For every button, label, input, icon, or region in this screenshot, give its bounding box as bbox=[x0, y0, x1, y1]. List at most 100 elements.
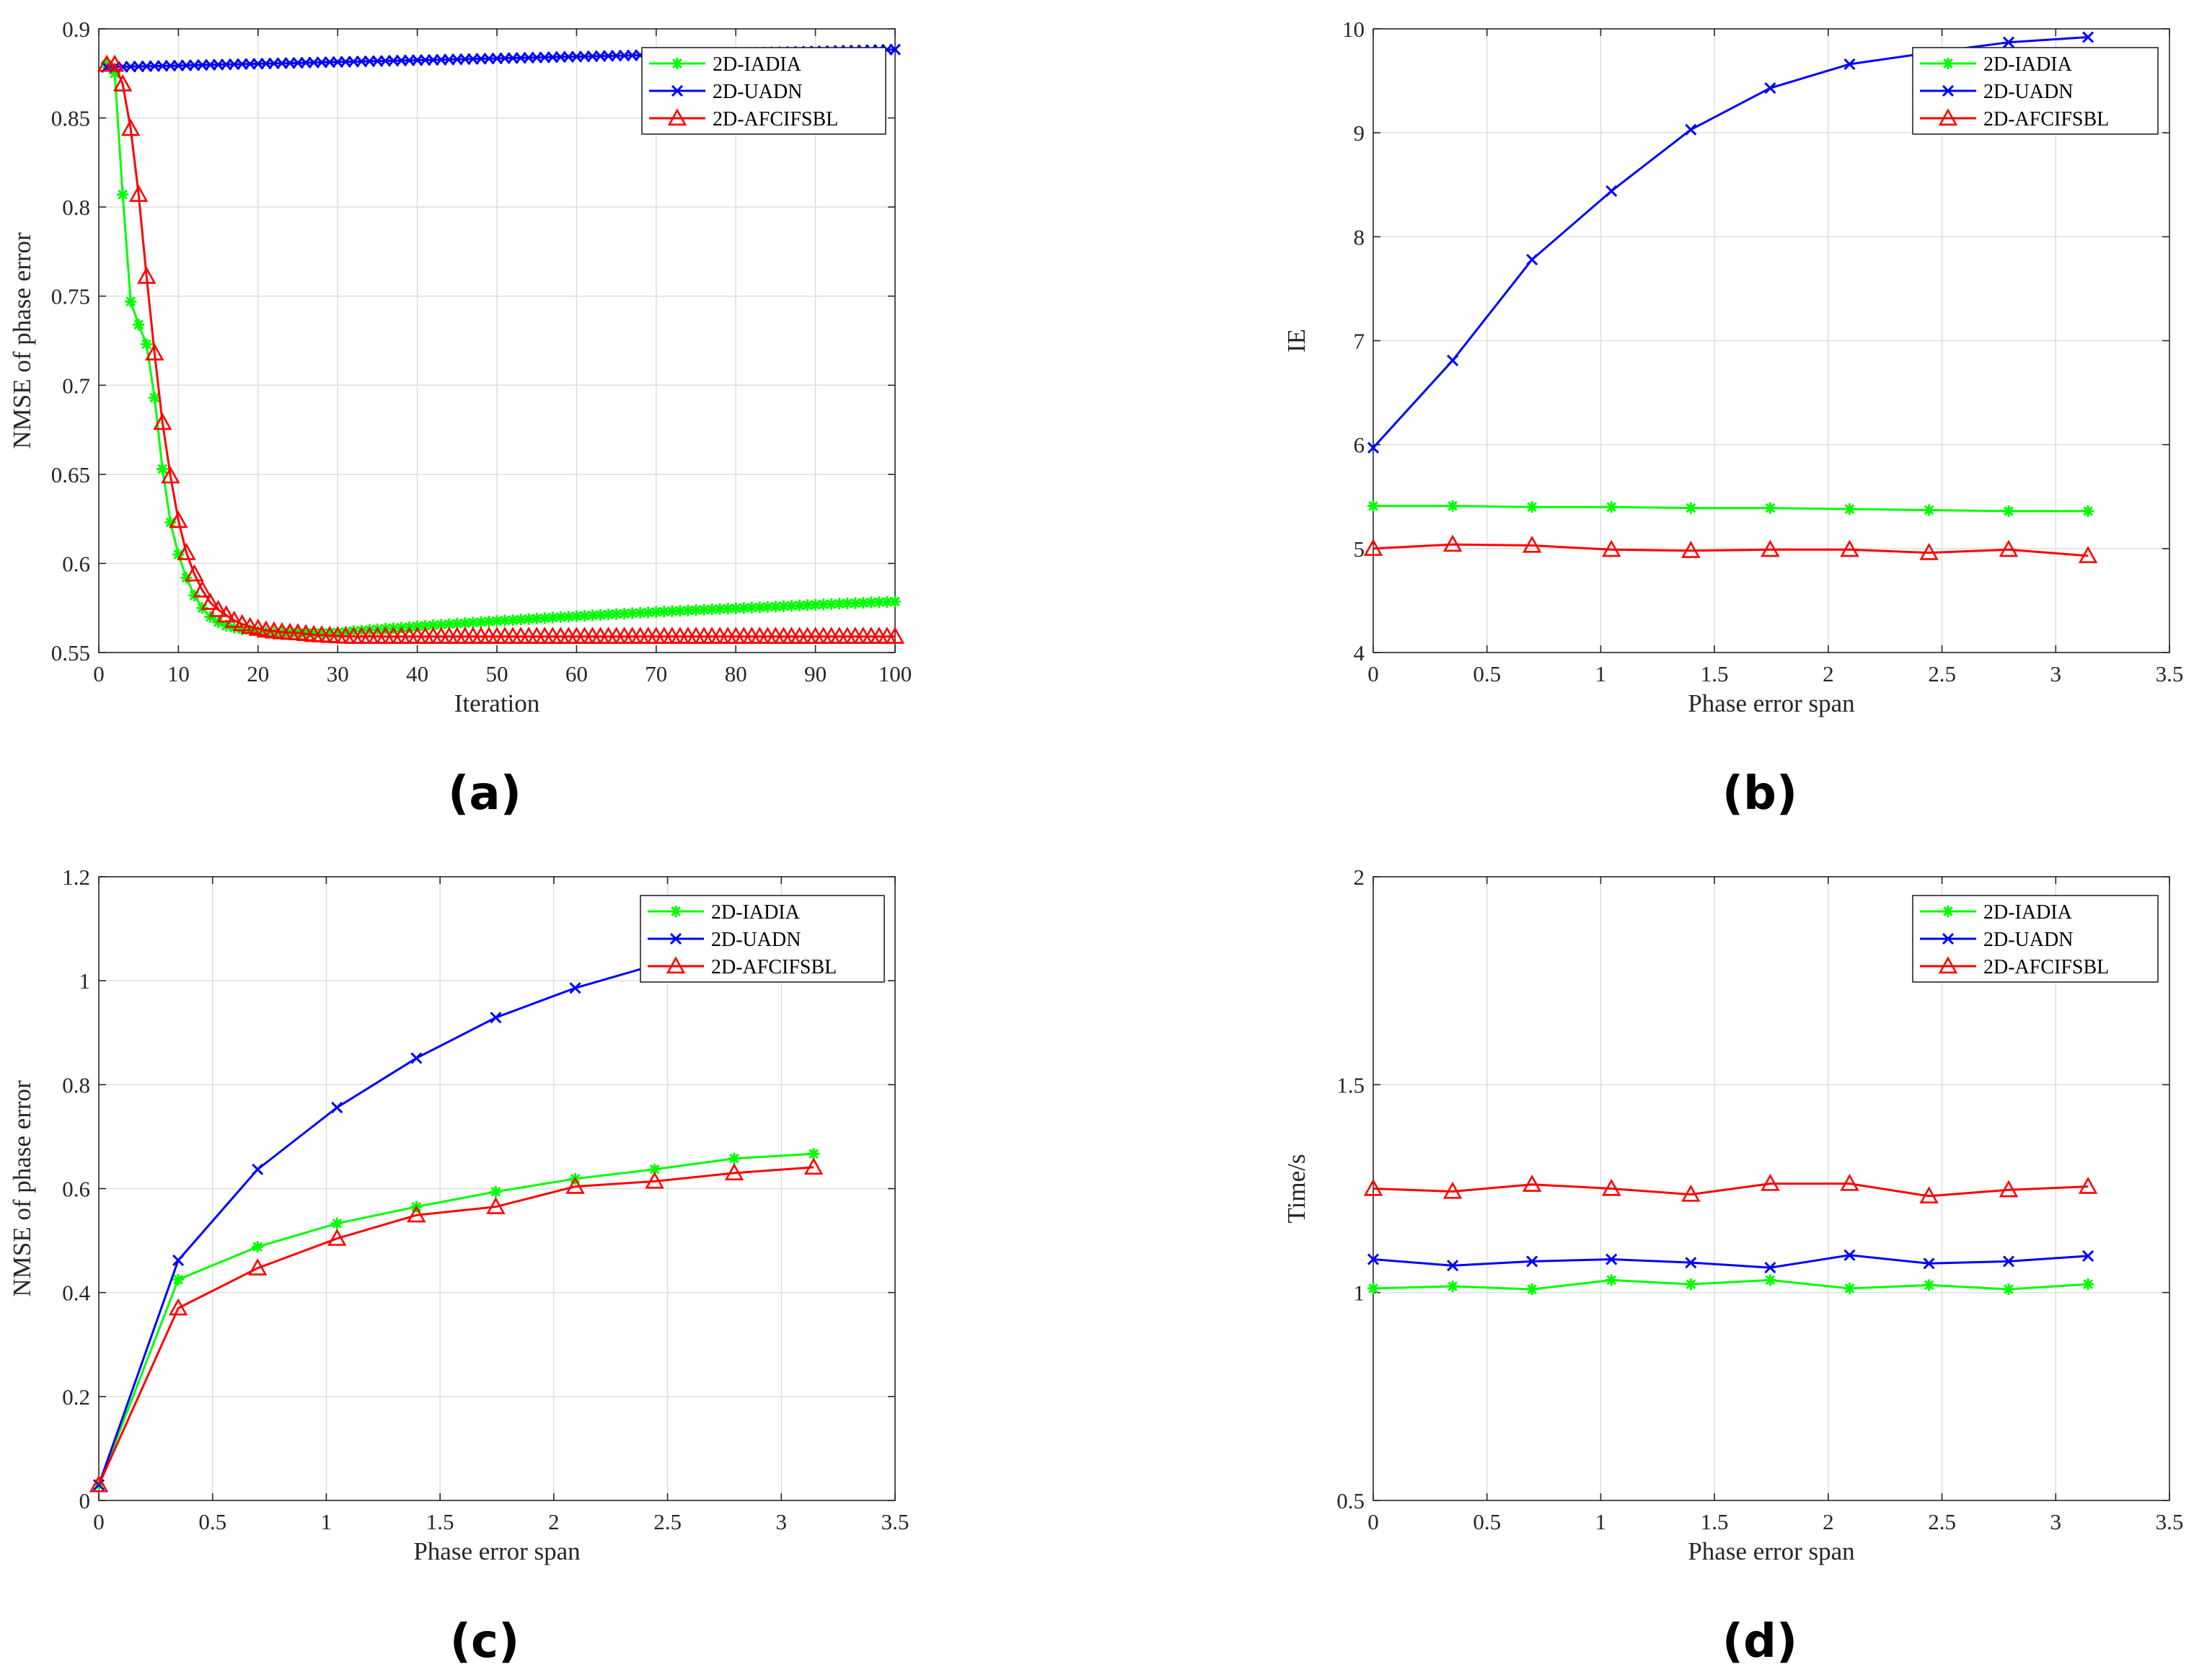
x-tick-label: 10 bbox=[167, 661, 190, 686]
y-tick-label: 1 bbox=[79, 968, 91, 994]
data-point bbox=[113, 74, 133, 92]
legend-marker bbox=[671, 58, 683, 69]
series-line bbox=[97, 1152, 814, 1485]
legend-marker bbox=[670, 906, 682, 917]
y-tick-label: 1 bbox=[1354, 1281, 1365, 1306]
x-tick-label: 0 bbox=[93, 1509, 105, 1534]
legend-item: 2D-UADN bbox=[1920, 929, 2073, 951]
y-tick-label: 0.65 bbox=[51, 462, 90, 487]
data-point bbox=[1363, 539, 1383, 556]
data-point bbox=[1840, 539, 1859, 557]
data-point bbox=[153, 412, 172, 430]
y-tick-label: 0.8 bbox=[62, 1072, 90, 1097]
data-point bbox=[1605, 1253, 1618, 1265]
data-point bbox=[865, 596, 877, 609]
x-tick-label: 3 bbox=[2050, 661, 2062, 686]
legend: 2D-IADIA 2D-UADN 2D-AFCIFSBL bbox=[641, 47, 886, 135]
x-tick-label: 60 bbox=[565, 661, 588, 686]
data-point bbox=[1605, 1274, 1618, 1286]
data-point bbox=[1367, 441, 1380, 454]
series-line bbox=[1373, 1254, 2089, 1269]
legend-item: 2D-AFCIFSBL bbox=[1920, 956, 2109, 978]
data-point bbox=[645, 1171, 664, 1189]
data-point bbox=[172, 1273, 185, 1286]
data-point bbox=[1526, 501, 1538, 513]
y-tick-label: 9 bbox=[1354, 120, 1365, 146]
data-point bbox=[1685, 123, 1697, 136]
data-point bbox=[2002, 1255, 2015, 1268]
x-tick-label: 2.5 bbox=[1928, 661, 1956, 686]
data-point bbox=[327, 1229, 347, 1246]
data-point bbox=[2082, 1278, 2094, 1291]
legend-marker bbox=[1942, 84, 1955, 97]
data-point bbox=[1681, 1184, 1701, 1202]
x-tick-label: 2 bbox=[548, 1509, 560, 1534]
legend-label: 2D-AFCIFSBL bbox=[1983, 956, 2109, 978]
legend-marker bbox=[1942, 58, 1954, 69]
data-point bbox=[172, 1254, 185, 1267]
legend-item: 2D-AFCIFSBL bbox=[649, 108, 838, 131]
data-point bbox=[89, 1475, 109, 1493]
data-point bbox=[531, 612, 543, 624]
y-tick-label: 8 bbox=[1354, 224, 1365, 249]
panel-label-b: (b) bbox=[1722, 767, 1797, 821]
data-point bbox=[2082, 505, 2094, 517]
data-point bbox=[1447, 500, 1459, 512]
legend-item: 2D-UADN bbox=[648, 929, 801, 951]
x-axis-label: Phase error span bbox=[1688, 689, 1854, 717]
data-point bbox=[410, 1052, 423, 1064]
x-tick-label: 1.5 bbox=[1701, 661, 1729, 686]
data-point bbox=[149, 392, 161, 404]
data-point bbox=[2002, 505, 2014, 517]
data-point bbox=[1605, 185, 1618, 197]
data-point bbox=[117, 188, 129, 200]
data-point bbox=[1843, 1249, 1856, 1261]
data-point bbox=[1923, 1257, 1935, 1270]
series-2d-afcifsbl bbox=[97, 54, 905, 644]
data-point bbox=[1764, 1274, 1776, 1286]
data-point bbox=[232, 614, 252, 632]
y-axis-label: NMSE of phase error bbox=[8, 1080, 36, 1297]
x-tick-label: 1 bbox=[1595, 661, 1607, 686]
data-point bbox=[486, 1197, 506, 1214]
x-tick-label: 80 bbox=[725, 661, 747, 686]
y-axis-label: IE bbox=[1282, 329, 1310, 353]
data-point bbox=[193, 580, 212, 598]
legend-label: 2D-AFCIFSBL bbox=[1983, 108, 2109, 131]
data-point bbox=[1685, 502, 1697, 514]
y-tick-label: 6 bbox=[1354, 433, 1365, 458]
legend-label: 2D-UADN bbox=[713, 81, 802, 103]
data-point bbox=[169, 510, 188, 529]
data-point bbox=[1923, 1279, 1935, 1291]
series-2d-afcifsbl bbox=[1363, 1173, 2098, 1203]
data-point bbox=[1761, 539, 1780, 557]
data-point bbox=[1526, 1283, 1538, 1296]
legend-marker bbox=[671, 84, 684, 97]
legend-item: 2D-IADIA bbox=[648, 901, 801, 924]
data-point bbox=[808, 1148, 820, 1160]
legend-label: 2D-UADN bbox=[1983, 929, 2073, 951]
data-point bbox=[889, 43, 902, 56]
x-axis-label: Phase error span bbox=[1688, 1537, 1854, 1565]
data-point bbox=[1602, 1178, 1621, 1196]
chart-a: 0 10 20 30 40 50 60 70 80 90 100 0.55 0.6 0.65 0.7 0.75… bbox=[8, 17, 912, 717]
data-point bbox=[491, 615, 503, 627]
data-point bbox=[889, 596, 901, 608]
data-point bbox=[1526, 253, 1538, 266]
data-point bbox=[2002, 36, 2015, 48]
series-2d-iadia bbox=[1367, 500, 2094, 517]
data-point bbox=[523, 613, 535, 625]
data-point bbox=[698, 604, 710, 616]
legend-label: 2D-IADIA bbox=[711, 901, 801, 924]
x-tick-label: 1.5 bbox=[1701, 1509, 1729, 1534]
data-point bbox=[1522, 1175, 1542, 1192]
legend-item: 2D-AFCIFSBL bbox=[1920, 108, 2109, 131]
y-tick-label: 0.5 bbox=[1336, 1488, 1365, 1513]
x-tick-label: 90 bbox=[804, 661, 827, 686]
data-point bbox=[2002, 1283, 2014, 1296]
x-tick-label: 0 bbox=[1367, 1509, 1379, 1534]
legend-marker bbox=[1942, 932, 1955, 945]
panel-label-c: (c) bbox=[450, 1615, 519, 1668]
data-point bbox=[1685, 1278, 1697, 1291]
data-point bbox=[208, 600, 228, 617]
